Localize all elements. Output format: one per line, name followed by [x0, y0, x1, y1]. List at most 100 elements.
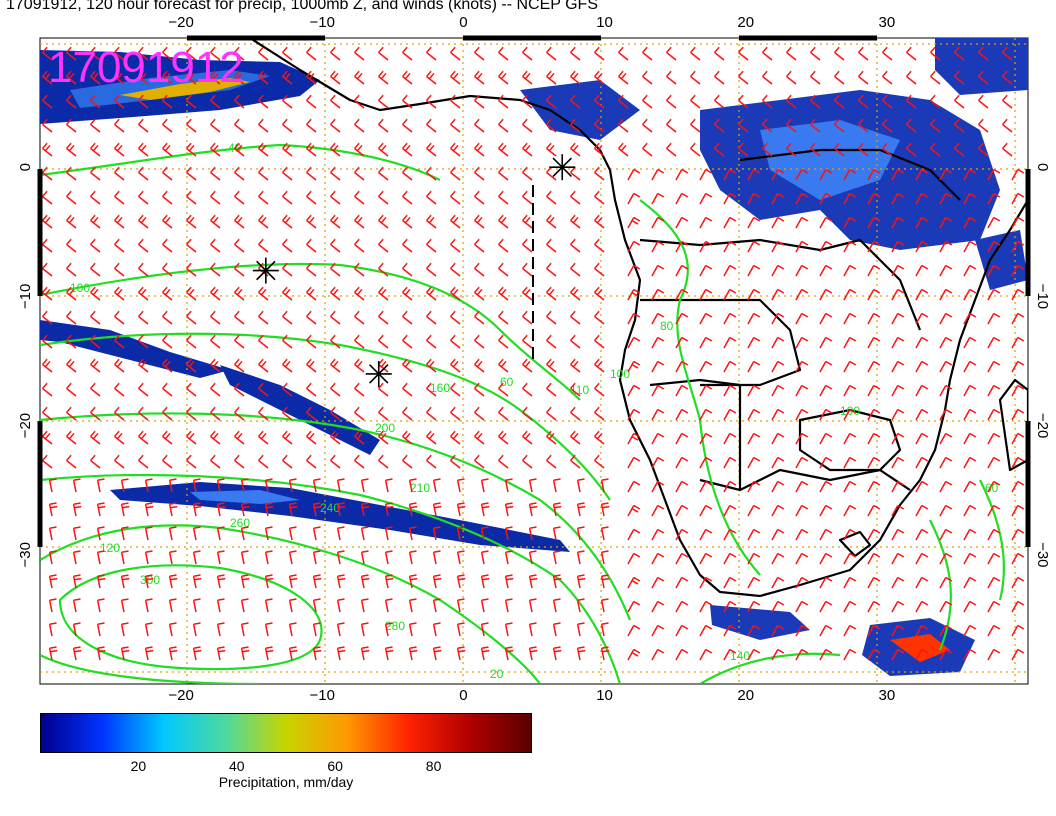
wind-barb [771, 624, 785, 637]
wind-barb [522, 46, 533, 61]
wind-barb [939, 288, 953, 301]
wind-barb [258, 94, 269, 109]
wind-barb [675, 552, 689, 565]
wind-barb [891, 480, 905, 493]
wind-barb [618, 142, 629, 157]
wind-barb [594, 166, 605, 181]
wind-barb [432, 478, 441, 493]
wind-barb [42, 46, 53, 61]
wind-barb [915, 576, 929, 589]
wind-barb [915, 552, 929, 565]
wind-barb [42, 70, 53, 85]
wind-barb [552, 502, 562, 517]
wind-barb [474, 358, 485, 373]
wind-barb [504, 502, 514, 517]
wind-barb [384, 478, 393, 493]
wind-barb [987, 408, 1001, 421]
wind-barb [48, 574, 58, 589]
wind-barb [42, 262, 53, 277]
wind-barb [795, 192, 809, 205]
wind-barb [456, 502, 466, 517]
wind-barb [402, 454, 413, 469]
wind-barb [1011, 240, 1025, 253]
wind-barb [426, 46, 437, 61]
wind-barb [42, 166, 53, 181]
wind-barb [234, 454, 245, 469]
wind-barb [114, 358, 125, 373]
wind-barb [867, 360, 881, 373]
wind-barb [474, 142, 485, 157]
wind-barb [546, 94, 557, 109]
wind-barb [978, 70, 989, 85]
contour-200 [40, 412, 632, 621]
wind-barb [480, 550, 489, 565]
wind-barb [330, 334, 341, 349]
wind-barb [891, 288, 905, 301]
wind-barb [723, 528, 737, 541]
wind-barb [210, 310, 221, 325]
wind-barb [450, 70, 461, 85]
wind-barb [747, 216, 761, 229]
wind-barb [258, 310, 269, 325]
wind-barb [360, 646, 370, 661]
wind-barb [891, 648, 905, 661]
lat-tick-label: −30 [17, 542, 34, 567]
wind-barb [336, 646, 346, 661]
wind-barb [138, 382, 149, 397]
wind-barb [408, 550, 417, 565]
wind-barb [306, 166, 317, 181]
wind-barb [234, 214, 245, 229]
wind-barb [426, 166, 437, 181]
wind-barb [306, 286, 317, 301]
wind-barb [627, 480, 641, 493]
wind-barb [474, 46, 485, 61]
contour-label: 100 [610, 367, 630, 381]
wind-barb [594, 310, 605, 325]
wind-barb [90, 166, 101, 181]
wind-barb [939, 408, 953, 421]
contour-east-60 [979, 479, 1006, 601]
wind-barb [930, 118, 941, 133]
wind-barb [891, 576, 905, 589]
wind-barb [144, 622, 153, 637]
wind-barb [576, 478, 585, 493]
wind-barb [843, 480, 857, 493]
wind-barb [723, 552, 737, 565]
wind-barb [42, 190, 53, 205]
wind-barb [699, 240, 713, 253]
wind-barb [138, 310, 149, 325]
wind-barb [384, 574, 394, 589]
wind-barb [474, 286, 485, 301]
wind-barb [1011, 456, 1025, 469]
wind-barb [258, 358, 269, 373]
wind-barb [795, 336, 809, 349]
wind-barb [288, 598, 297, 613]
wind-barb [186, 190, 197, 205]
wind-barb [819, 648, 833, 661]
wind-barb [738, 46, 749, 61]
wind-barb [498, 94, 509, 109]
colorbar-tick-label: 80 [425, 758, 442, 774]
wind-barb [939, 384, 953, 397]
wind-barb [819, 528, 833, 541]
map-title: 17091912, 120 hour forecast for precip, … [6, 0, 598, 13]
contour-label: 260 [230, 516, 250, 530]
wind-barb [498, 118, 509, 133]
wind-barb [627, 528, 641, 541]
wind-barb [330, 430, 341, 445]
wind-barb [210, 454, 221, 469]
wind-barb [210, 118, 221, 133]
lon-tick-labels-top: −20 −10 0 10 20 30 [168, 14, 895, 31]
wind-barb [915, 216, 929, 229]
wind-barb [642, 118, 653, 133]
wind-barb [522, 238, 533, 253]
storm-asterisk-marker [252, 257, 279, 284]
wind-barb [747, 576, 761, 589]
wind-barb [576, 622, 585, 637]
wind-barb [288, 550, 297, 565]
wind-barb [963, 576, 977, 589]
wind-barb [675, 264, 689, 277]
wind-barb [882, 142, 893, 157]
wind-barb [138, 286, 149, 301]
wind-barb [786, 46, 797, 61]
